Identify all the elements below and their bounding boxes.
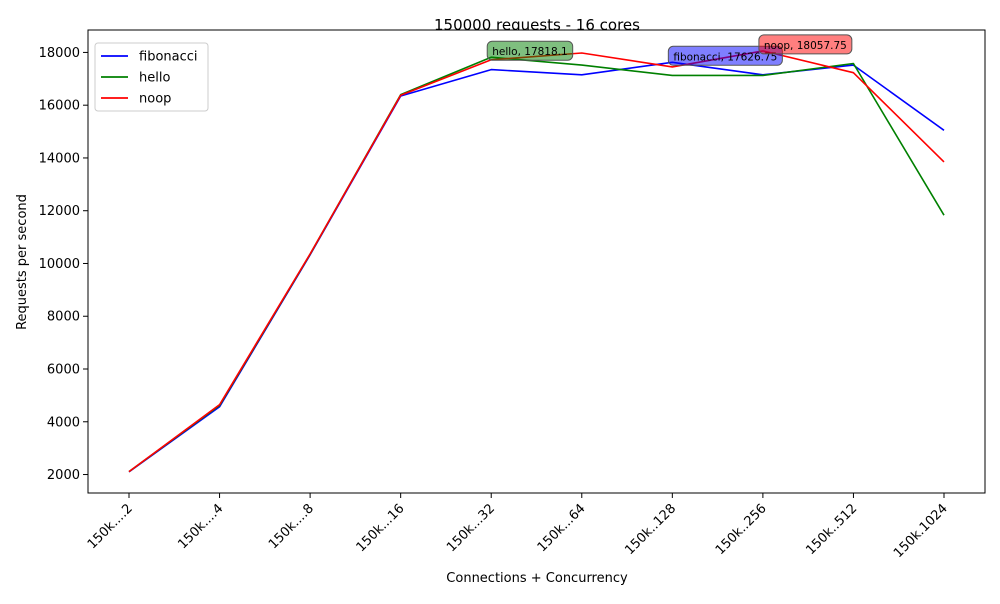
x-tick-label: 150k.1024 [891, 501, 951, 561]
y-tick-label: 8000 [47, 310, 80, 325]
x-axis: 150k....2 150k....4 150k....8 150k...16 150k… [85, 493, 951, 561]
legend-label-hello: hello [139, 71, 170, 86]
x-tick-label: 150k....2 [85, 501, 136, 552]
y-tick-label: 12000 [39, 204, 80, 219]
x-tick-label: 150k...16 [354, 501, 408, 555]
annotation-box [486, 40, 574, 61]
x-axis-label: Connections + Concurrency [446, 571, 628, 586]
annotation-label: fibonacci, 17626.75 [673, 51, 777, 63]
y-axis: 2000 4000 6000 8000 10000 12000 14000 16000 1800… [39, 46, 88, 483]
x-tick-label: 150k....4 [175, 501, 226, 552]
annotation-fibonacci: fibonacci, 17626.75 [667, 45, 783, 66]
x-tick-label: 150k....8 [266, 501, 317, 552]
legend: fibonacci hello noop [94, 42, 209, 112]
annotation-label: noop, 18057.75 [764, 40, 847, 52]
annotation-box [758, 34, 853, 55]
x-tick-label: 150k..128 [622, 501, 679, 558]
annotation-box [667, 45, 783, 66]
y-tick-label: 16000 [39, 99, 80, 114]
y-tick-label: 2000 [47, 468, 80, 483]
x-tick-label: 150k...32 [444, 501, 498, 555]
y-tick-label: 18000 [39, 46, 80, 61]
annotation-hello: hello, 17818.1 [486, 40, 574, 61]
y-tick-label: 4000 [47, 415, 80, 430]
annotation-label: hello, 17818.1 [492, 46, 567, 58]
y-tick-label: 14000 [39, 151, 80, 166]
plot-frame [87, 29, 986, 494]
y-tick-label: 10000 [39, 257, 80, 272]
x-tick-label: 150k...64 [535, 501, 589, 555]
y-tick-label: 6000 [47, 363, 80, 378]
annotation-noop: noop, 18057.75 [758, 34, 853, 55]
legend-label-fibonacci: fibonacci [139, 50, 198, 65]
plot-area [88, 30, 985, 493]
legend-frame [94, 42, 209, 112]
legend-label-noop: noop [139, 92, 171, 107]
y-axis-label: Requests per second [15, 194, 30, 330]
x-tick-label: 150k..512 [803, 501, 860, 558]
x-tick-label: 150k..256 [713, 501, 770, 558]
